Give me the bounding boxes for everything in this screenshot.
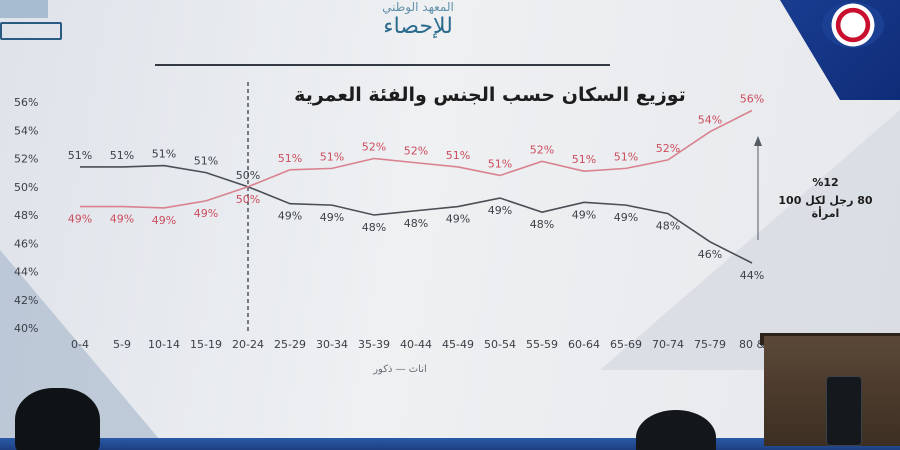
y-tick-label: 40% — [14, 322, 38, 335]
census-2024-logo — [0, 0, 70, 42]
y-tick-label: 52% — [14, 153, 38, 166]
title-rule — [155, 64, 610, 66]
audience-head-left — [15, 388, 100, 450]
data-label-females: 49% — [110, 213, 134, 226]
x-tick-label: 55-59 — [526, 338, 558, 351]
institute-name-line1: المعهد الوطني — [382, 0, 454, 14]
x-tick-label: 15-19 — [190, 338, 222, 351]
x-tick-label: 20-24 — [232, 338, 264, 351]
y-tick-label: 50% — [14, 181, 38, 194]
series-line-males — [80, 164, 753, 264]
data-label-females: 52% — [530, 143, 554, 156]
x-tick-label: 25-29 — [274, 338, 306, 351]
data-label-males: 48% — [362, 221, 386, 234]
data-label-females: 56% — [740, 92, 764, 105]
national-seal-icon — [822, 2, 884, 48]
x-tick-label: 50-54 — [484, 338, 516, 351]
x-tick-label: 45-49 — [442, 338, 474, 351]
data-label-males: 49% — [320, 211, 344, 224]
phone-silhouette — [826, 376, 862, 446]
chart-title: توزيع السكان حسب الجنس والفئة العمرية — [294, 84, 686, 106]
data-label-males: 51% — [110, 149, 134, 162]
data-label-males: 51% — [152, 148, 176, 161]
data-label-males: 48% — [530, 218, 554, 231]
data-label-males: 48% — [656, 220, 680, 233]
x-tick-label: 75-79 — [694, 338, 726, 351]
data-label-females: 51% — [572, 153, 596, 166]
y-tick-label: 44% — [14, 266, 38, 279]
y-tick-label: 48% — [14, 209, 38, 222]
y-tick-label: 46% — [14, 237, 38, 250]
y-tick-label: 56% — [14, 96, 38, 109]
data-label-males: 46% — [698, 248, 722, 261]
data-label-females: 51% — [278, 152, 302, 165]
x-tick-label: 0-4 — [71, 338, 89, 351]
data-label-females: 50% — [236, 193, 260, 206]
data-label-males: 44% — [740, 269, 764, 282]
data-label-males: 48% — [404, 217, 428, 230]
data-label-females: 51% — [320, 150, 344, 163]
x-tick-label: 10-14 — [148, 338, 180, 351]
x-tick-label: 35-39 — [358, 338, 390, 351]
x-tick-label: 40-44 — [400, 338, 432, 351]
data-label-females: 52% — [362, 141, 386, 154]
data-label-females: 51% — [614, 150, 638, 163]
annotation-ratio: 80 رجل لكل 100 امرأة — [778, 194, 873, 220]
institute-name-line2: للإحصاء — [383, 14, 453, 39]
annotation-percent: %12 — [812, 176, 839, 189]
x-tick-label: 70-74 — [652, 338, 684, 351]
data-label-females: 49% — [152, 214, 176, 227]
x-tick-label: 5-9 — [113, 338, 131, 351]
data-label-females: 52% — [656, 142, 680, 155]
x-tick-label: 60-64 — [568, 338, 600, 351]
data-label-males: 51% — [194, 155, 218, 168]
x-tick-label: 80 & — [739, 338, 765, 351]
data-label-females: 49% — [194, 207, 218, 220]
data-label-females: 49% — [68, 213, 92, 226]
slide-decoration-right — [600, 110, 900, 370]
data-label-males: 50% — [236, 169, 260, 182]
data-label-males: 49% — [614, 211, 638, 224]
data-label-males: 49% — [278, 210, 302, 223]
chart-legend: اناث — ذكور — [373, 364, 427, 375]
data-label-males: 49% — [446, 213, 470, 226]
data-label-males: 49% — [488, 204, 512, 217]
data-label-males: 49% — [572, 208, 596, 221]
x-tick-label: 30-34 — [316, 338, 348, 351]
y-tick-label: 42% — [14, 294, 38, 307]
annotation-arrow-up — [754, 136, 762, 146]
data-label-females: 52% — [404, 145, 428, 158]
data-label-females: 51% — [488, 157, 512, 170]
census-logo-mark — [0, 0, 48, 18]
x-tick-label: 65-69 — [610, 338, 642, 351]
series-line-females — [80, 109, 753, 209]
data-label-males: 51% — [68, 149, 92, 162]
data-label-females: 54% — [698, 114, 722, 127]
audience-head-right — [636, 410, 716, 450]
y-tick-label: 54% — [14, 124, 38, 137]
data-label-females: 51% — [446, 149, 470, 162]
census-logo-year — [0, 22, 62, 40]
